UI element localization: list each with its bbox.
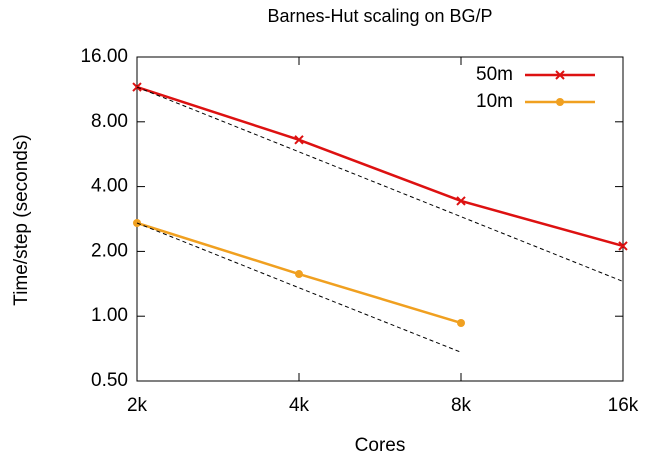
y-tick-label: 4.00	[91, 176, 128, 197]
x-tick-label: 2k	[127, 395, 148, 416]
y-tick-label: 16.00	[80, 46, 128, 67]
marker	[295, 270, 303, 279]
y-axis-label: Time/step (seconds)	[11, 134, 32, 305]
marker	[294, 135, 304, 145]
y-tick-label: 8.00	[91, 111, 128, 132]
plot-frame	[136, 56, 624, 382]
x-tick-label: 4k	[289, 395, 310, 416]
marker	[457, 318, 465, 327]
series-line	[136, 85, 624, 248]
marker	[618, 241, 628, 251]
legend-label: 50m	[476, 64, 513, 85]
chart-title: Barnes-Hut scaling on BG/P	[267, 6, 492, 26]
reference-line	[136, 222, 462, 353]
legend-label: 10m	[476, 91, 513, 112]
marker	[556, 98, 564, 106]
x-tick-label: 16k	[608, 395, 639, 416]
marker	[456, 196, 466, 206]
x-tick-label: 8k	[451, 395, 472, 416]
y-tick-label: 0.50	[91, 370, 128, 391]
marker	[555, 70, 565, 80]
y-tick-label: 2.00	[91, 240, 128, 261]
reference-line	[136, 86, 624, 282]
x-axis-label: Cores	[355, 435, 406, 456]
y-tick-label: 1.00	[91, 305, 128, 326]
